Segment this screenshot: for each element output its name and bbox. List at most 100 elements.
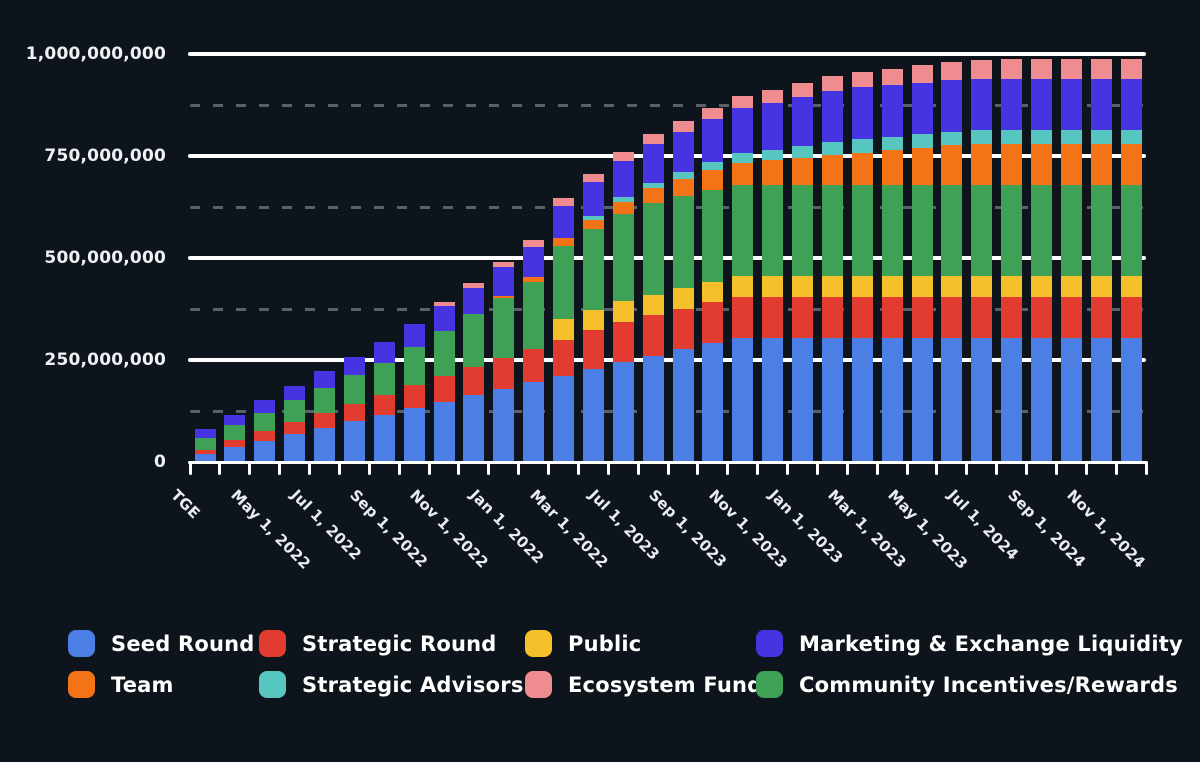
bar-segment	[582, 173, 604, 182]
bar-segment	[702, 107, 724, 120]
bar-segment	[284, 385, 306, 400]
bar-24	[911, 65, 933, 462]
x-axis-tick	[397, 462, 401, 475]
bar-segment	[851, 296, 873, 338]
bar-segment	[1090, 296, 1112, 338]
x-axis-tick	[1084, 462, 1088, 475]
bar-segment	[463, 314, 485, 367]
bar-segment	[463, 366, 485, 396]
legend-label: Strategic Round	[302, 631, 497, 656]
bar-segment	[821, 91, 843, 143]
legend-swatch-icon	[259, 630, 286, 657]
bar-16	[672, 120, 694, 462]
bar-segment	[792, 184, 813, 277]
bar-15	[642, 134, 664, 462]
bar-segment	[1120, 184, 1142, 277]
bar-segment	[792, 83, 813, 97]
bar-segment	[702, 342, 724, 462]
bar-segment	[881, 337, 903, 462]
legend-swatch-icon	[525, 630, 552, 657]
bar-segment	[642, 188, 664, 203]
bar-segment	[792, 296, 813, 338]
bar-segment	[971, 130, 993, 144]
bar-segment	[911, 276, 933, 297]
bar-23	[881, 68, 903, 462]
x-axis-tick	[815, 462, 819, 475]
bar-segment	[314, 387, 335, 414]
bar-segment	[851, 276, 873, 297]
bar-segment	[553, 198, 574, 206]
bar-7	[403, 324, 425, 462]
x-axis-tick	[248, 462, 252, 475]
bar-segment	[1060, 276, 1082, 297]
bar-segment	[642, 315, 664, 356]
bar-segment	[463, 287, 485, 315]
x-axis-tick	[845, 462, 849, 475]
bar-segment	[493, 261, 515, 268]
bar-segment	[523, 246, 545, 278]
bar-segment	[1120, 59, 1142, 79]
legend-label: Team	[111, 672, 174, 697]
bar-segment	[1001, 59, 1023, 79]
bar-segment	[1060, 337, 1082, 462]
bar-5	[343, 356, 365, 462]
bar-segment	[314, 413, 335, 428]
bar-segment	[971, 184, 993, 277]
bar-segment	[971, 78, 993, 131]
bar-segment	[553, 205, 574, 239]
bar-22	[851, 71, 873, 462]
bar-segment	[403, 408, 425, 462]
x-axis-tick	[457, 462, 461, 475]
bar-segment	[732, 276, 754, 297]
x-axis-tick	[606, 462, 610, 475]
bar-segment	[1120, 296, 1142, 338]
x-axis-tick	[786, 462, 789, 475]
bar-segment	[941, 131, 963, 146]
bar-segment	[224, 414, 246, 425]
bar-segment	[762, 337, 784, 462]
bar-segment	[881, 276, 903, 297]
bar-segment	[971, 296, 993, 338]
bar-segment	[1120, 130, 1142, 144]
dashed-gridline-375m	[190, 307, 1146, 311]
bar-19	[762, 89, 784, 462]
bar-segment	[582, 330, 604, 369]
bar-segment	[851, 139, 873, 153]
bar-segment	[254, 440, 276, 462]
bar-segment	[1031, 276, 1052, 297]
bar-segment	[403, 324, 425, 347]
bar-segment	[672, 288, 694, 309]
bar-segment	[612, 362, 634, 462]
bar-segment	[971, 276, 993, 297]
bar-segment	[672, 349, 694, 462]
bar-segment	[672, 308, 694, 350]
bar-segment	[672, 196, 694, 289]
bar-segment	[612, 301, 634, 322]
bar-segment	[881, 150, 903, 185]
y-axis-label: 500,000,000	[44, 248, 166, 268]
bar-segment	[1060, 130, 1082, 144]
bar-1	[224, 414, 246, 462]
bar-segment	[762, 149, 784, 161]
y-axis-label: 250,000,000	[44, 350, 166, 370]
x-axis-tick	[576, 462, 580, 475]
bar-segment	[582, 216, 604, 220]
bar-segment	[493, 298, 515, 358]
bar-segment	[821, 296, 843, 338]
bar-18	[732, 96, 754, 462]
bar-segment	[553, 375, 574, 462]
bar-segment	[523, 348, 545, 383]
x-axis-tick	[905, 462, 909, 475]
bar-segment	[314, 371, 335, 388]
bar-segment	[672, 120, 694, 132]
bar-segment	[911, 296, 933, 338]
bar-segment	[433, 302, 455, 307]
bar-segment	[971, 143, 993, 185]
bar-segment	[343, 421, 365, 462]
bar-segment	[821, 142, 843, 156]
x-axis-tick	[965, 462, 969, 475]
bar-segment	[582, 309, 604, 331]
bar-segment	[1001, 143, 1023, 185]
bar-segment	[1001, 296, 1023, 338]
bar-segment	[702, 189, 724, 282]
